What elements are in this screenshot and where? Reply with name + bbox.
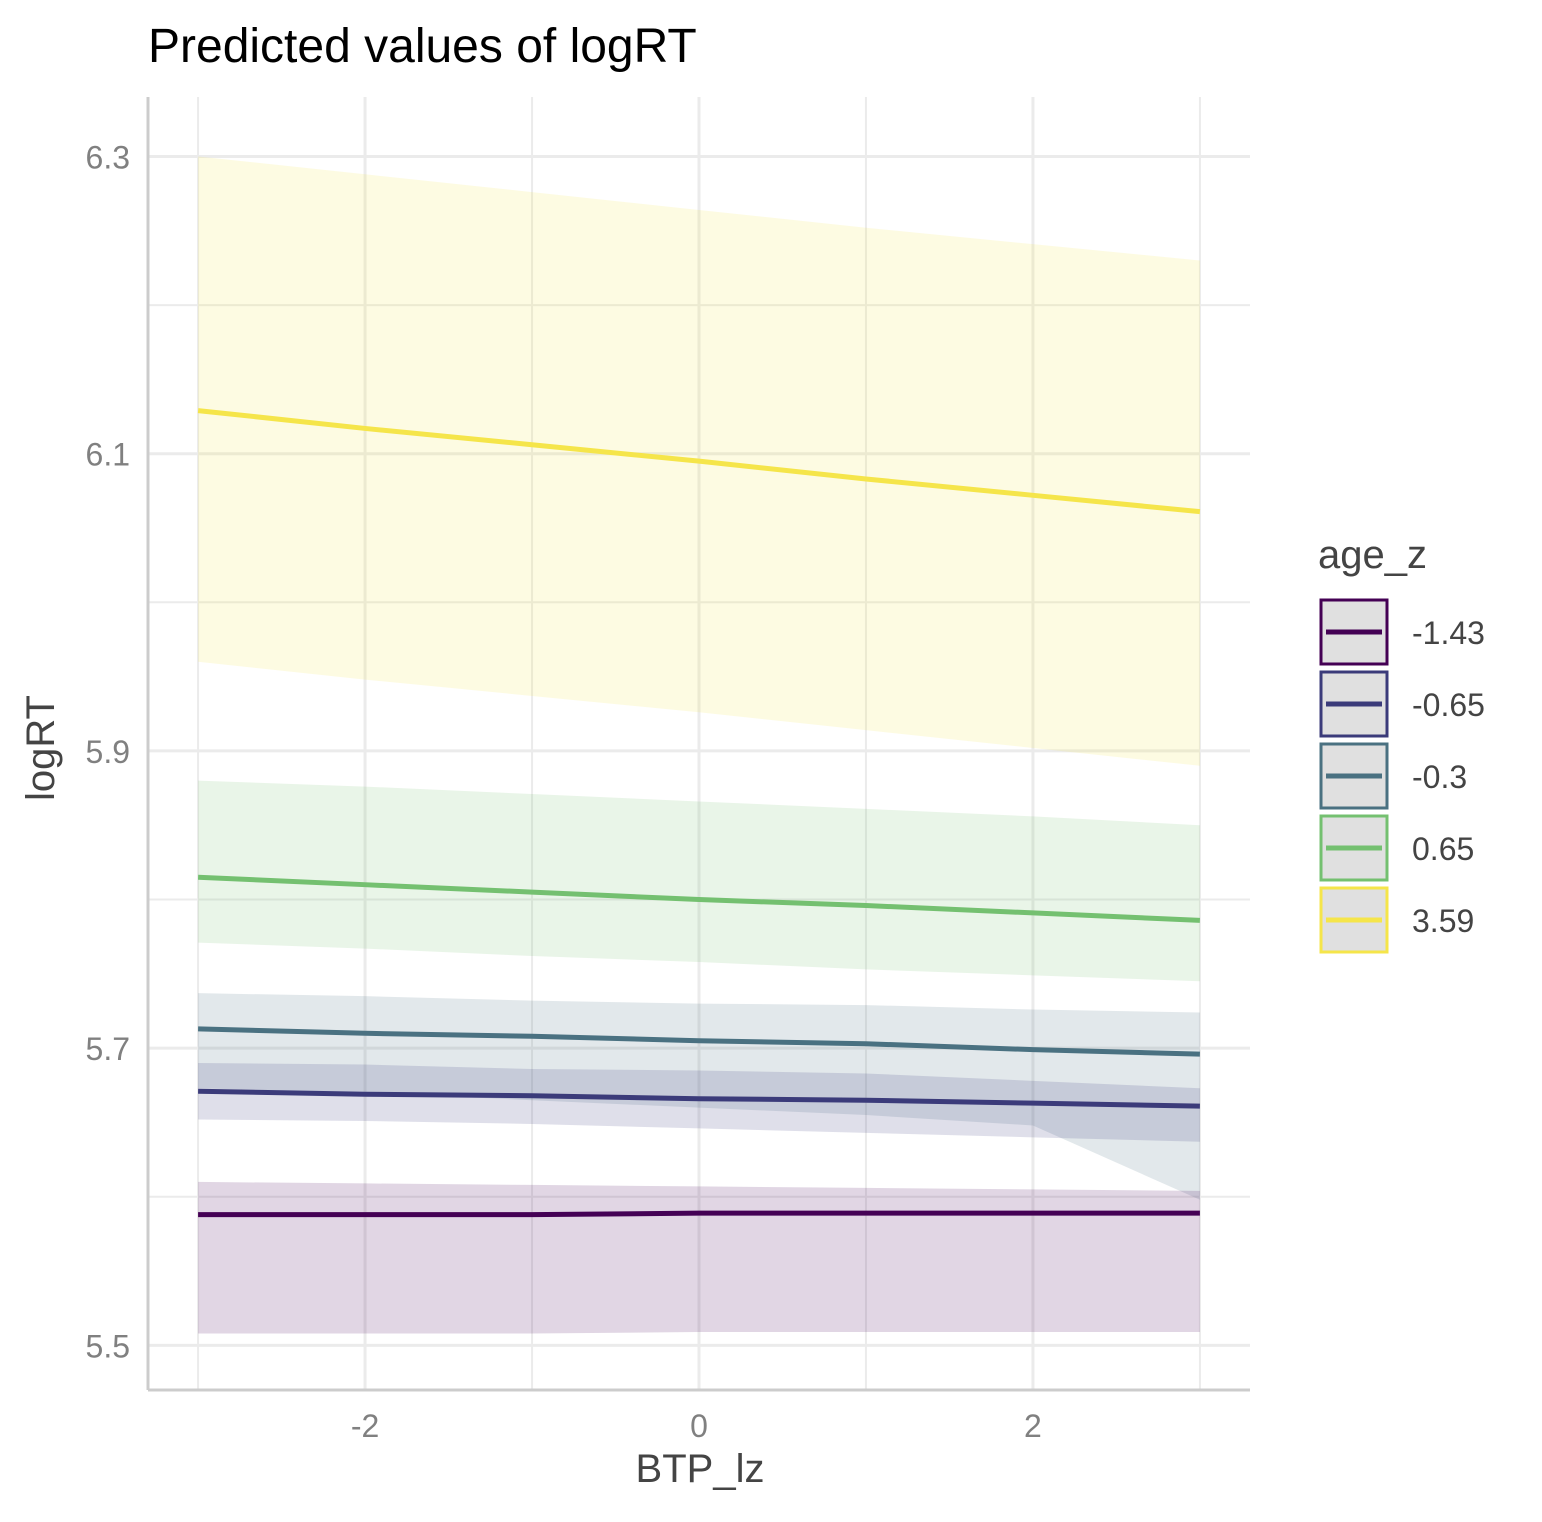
series-line--0.65 bbox=[198, 1088, 1200, 1109]
y-tick-label: 5.5 bbox=[86, 1328, 130, 1364]
confidence-band-0.65 bbox=[198, 780, 1200, 982]
legend-item: -0.3 bbox=[1319, 742, 1467, 810]
legend-item: -0.65 bbox=[1319, 670, 1485, 738]
x-tick-label: 0 bbox=[690, 1408, 708, 1444]
legend-label: 3.59 bbox=[1412, 903, 1474, 939]
x-tick-label: -2 bbox=[351, 1408, 379, 1444]
legend-title: age_z bbox=[1318, 533, 1427, 577]
series-lines bbox=[197, 408, 1201, 1218]
x-axis-label: BTP_lz bbox=[636, 1447, 765, 1491]
y-tick-label: 6.3 bbox=[86, 139, 130, 175]
legend: age_z -1.43 -0.65 -0.3 0.65 3.59 bbox=[1318, 533, 1485, 954]
legend-label: -1.43 bbox=[1412, 615, 1485, 651]
legend-label: -0.3 bbox=[1412, 759, 1467, 795]
y-tick-labels: 5.5 5.7 5.9 6.1 6.3 bbox=[86, 139, 130, 1364]
legend-label: -0.65 bbox=[1412, 687, 1485, 723]
legend-item: -1.43 bbox=[1319, 598, 1485, 666]
confidence-band--0.65 bbox=[198, 1063, 1200, 1142]
series-line-0.65 bbox=[197, 874, 1201, 923]
series-line--1.43 bbox=[198, 1210, 1200, 1218]
y-axis-label: logRT bbox=[19, 695, 63, 801]
series-line-3.59 bbox=[197, 408, 1201, 515]
chart-title: Predicted values of logRT bbox=[148, 20, 697, 73]
confidence-band--1.43 bbox=[198, 1181, 1200, 1334]
x-tick-label: 2 bbox=[1024, 1408, 1042, 1444]
x-tick-labels: -2 0 2 bbox=[351, 1408, 1042, 1444]
y-tick-label: 6.1 bbox=[86, 437, 130, 473]
legend-label: 0.65 bbox=[1412, 831, 1474, 867]
y-tick-label: 5.9 bbox=[86, 734, 130, 770]
y-tick-label: 5.7 bbox=[86, 1031, 130, 1067]
legend-items: -1.43 -0.65 -0.3 0.65 3.59 bbox=[1319, 598, 1485, 954]
legend-item: 0.65 bbox=[1319, 814, 1474, 882]
major-gridlines bbox=[148, 97, 1250, 1390]
legend-item: 3.59 bbox=[1319, 886, 1474, 954]
series-line--0.3 bbox=[198, 1026, 1200, 1057]
